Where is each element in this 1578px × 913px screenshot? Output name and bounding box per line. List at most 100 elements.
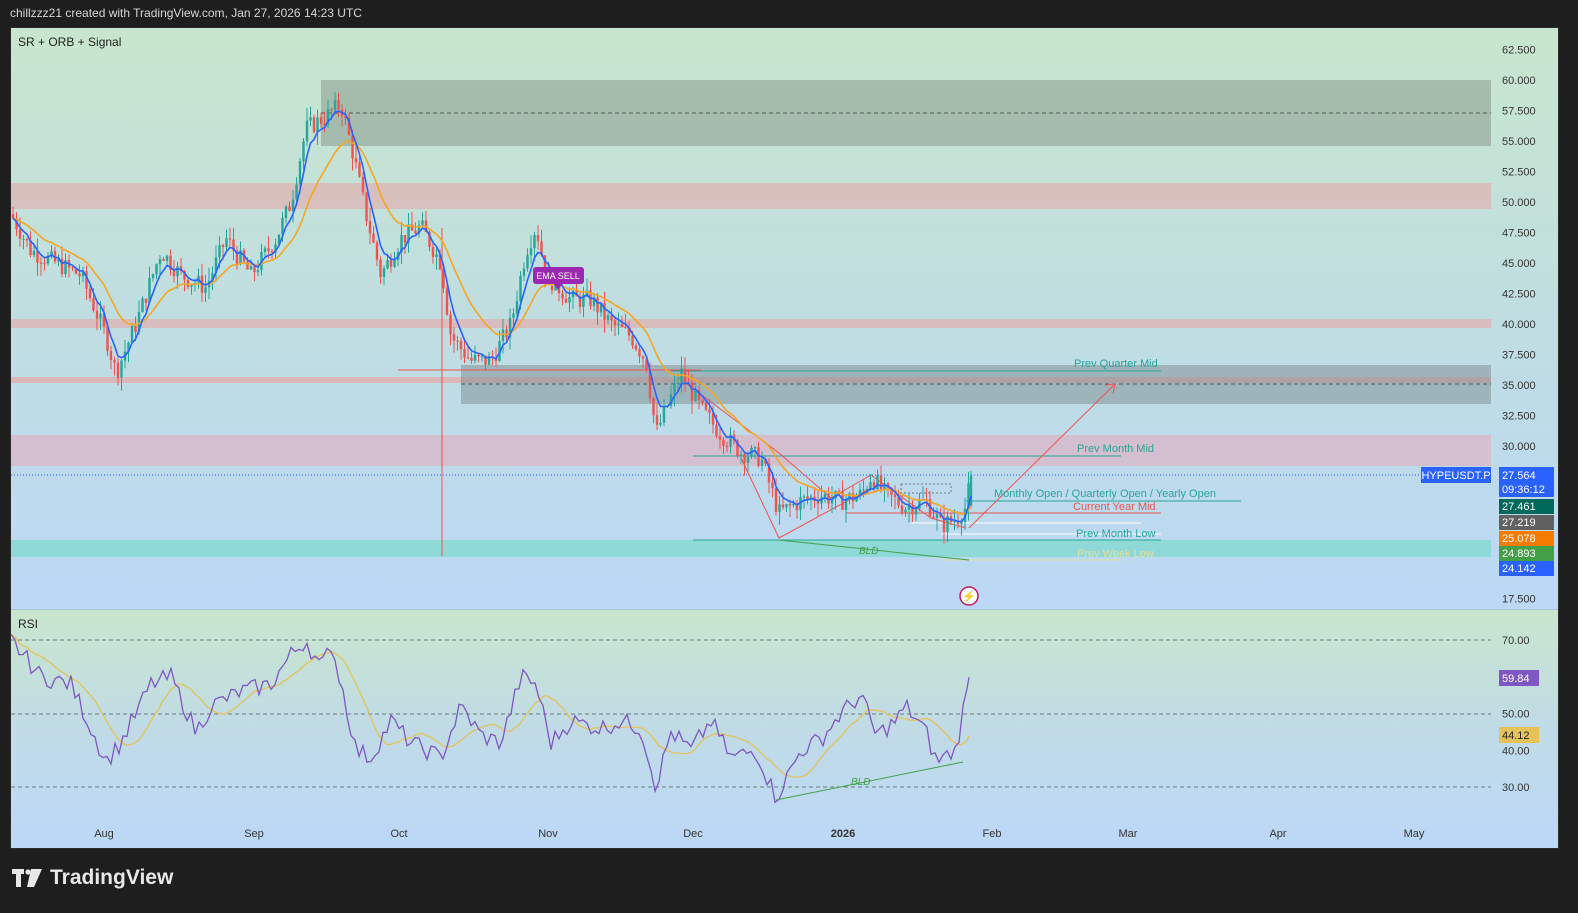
price-tick-label: 45.000 — [1502, 258, 1536, 270]
candle-body — [176, 266, 179, 277]
candle-body — [407, 224, 410, 243]
candle-body — [463, 349, 466, 358]
candle-body — [74, 268, 78, 274]
rsi-pane-background — [11, 610, 1558, 848]
candle-body — [386, 260, 389, 269]
candle-body — [249, 266, 253, 270]
label-current-year-mid: Current Year Mid — [1073, 501, 1156, 513]
candle-body — [288, 206, 291, 212]
price-tick-label: 17.500 — [1502, 594, 1536, 606]
candle-body — [263, 248, 267, 252]
candle-body — [239, 250, 242, 264]
candle-body — [778, 504, 781, 512]
candle-body — [428, 232, 431, 247]
candle-body — [361, 176, 365, 193]
candle-body — [641, 356, 645, 359]
candle-body — [739, 454, 743, 457]
candle-body — [291, 199, 295, 211]
candle-body — [298, 161, 302, 185]
candle-body — [911, 505, 914, 515]
candle-body — [127, 342, 130, 352]
price-tick-label: 42.500 — [1502, 289, 1536, 301]
candle-body — [767, 463, 771, 483]
price-axis[interactable]: 62.500 60.000 57.500 55.000 52.500 50.000 47.5… — [1502, 45, 1536, 606]
candle-body — [529, 248, 533, 256]
candle-body — [512, 313, 515, 318]
candle-body — [445, 288, 449, 315]
candle-body — [32, 251, 36, 256]
candle-body — [760, 459, 764, 466]
chart-frame[interactable]: EMA SELL Prev Quarter Mid Prev Month Mid… — [10, 27, 1559, 849]
rsi-label[interactable]: RSI — [18, 617, 38, 631]
candle-body — [151, 274, 155, 278]
indicator-name[interactable]: SR + ORB + Signal — [18, 35, 121, 49]
candle-body — [22, 238, 25, 240]
candle-body — [172, 270, 176, 277]
candle-body — [956, 521, 960, 524]
candle-body — [344, 115, 347, 118]
candle-body — [526, 255, 529, 269]
candle-body — [221, 244, 225, 248]
candle-body — [309, 117, 312, 121]
rsi-tick-label: 30.00 — [1502, 782, 1530, 794]
chart-attribution: chillzzz21 created with TradingView.com,… — [10, 6, 362, 20]
current-price-tag[interactable]: 27.564 09:36:12 — [1499, 467, 1554, 497]
candle-body — [613, 320, 617, 326]
candle-body — [904, 509, 907, 513]
time-tick-label: Oct — [390, 828, 407, 840]
candle-body — [46, 255, 50, 264]
candle-body — [953, 521, 956, 523]
candle-body — [410, 224, 414, 231]
candle-body — [277, 234, 281, 245]
candle-body — [918, 499, 921, 509]
candle-body — [134, 326, 137, 332]
candle-body — [564, 298, 568, 303]
candle-body — [228, 238, 232, 240]
candle-body — [109, 351, 113, 361]
candle-body — [764, 459, 767, 464]
candle-body — [218, 244, 221, 258]
candle-body — [942, 517, 946, 532]
time-tick-label: Aug — [94, 828, 114, 840]
candle-body — [487, 356, 491, 365]
candle-body — [907, 505, 911, 510]
ema-sell-badge[interactable] — [533, 267, 584, 284]
candle-body — [449, 314, 452, 335]
candle-body — [365, 192, 368, 222]
candle-body — [302, 141, 305, 162]
candle-body — [834, 490, 837, 499]
rsi-ma-tag: 44.12 — [1499, 727, 1539, 743]
chart-svg[interactable]: EMA SELL Prev Quarter Mid Prev Month Mid… — [11, 28, 1558, 848]
candle-body — [442, 269, 445, 289]
tradingview-logo[interactable]: TradingView — [12, 866, 173, 890]
rsi-tick-label: 70.00 — [1502, 635, 1530, 647]
zone-resistance-40 — [11, 319, 1491, 328]
price-tick-label: 62.500 — [1502, 45, 1536, 57]
candle-body — [319, 117, 323, 124]
candle-body — [946, 516, 949, 532]
candle-body — [414, 230, 417, 234]
candle-body — [57, 258, 60, 262]
candle-body — [99, 313, 102, 319]
symbol-tag[interactable]: HYPEUSDT.P — [1421, 467, 1491, 483]
label-prev-month-low: Prev Month Low — [1076, 528, 1156, 540]
candle-body — [120, 360, 123, 378]
ema-fast-line — [12, 110, 972, 523]
candle-body — [883, 483, 886, 490]
time-axis[interactable]: Aug Sep Oct Nov Dec 2026 Feb Mar Apr May — [94, 828, 1425, 840]
candle-body — [253, 266, 256, 273]
flash-icon[interactable] — [959, 586, 979, 606]
price-tag-value: 27.461 — [1502, 501, 1536, 513]
candle-body — [267, 248, 270, 252]
candle-body — [519, 275, 522, 302]
candle-body — [662, 406, 666, 423]
candle-body — [645, 358, 648, 371]
candle-body — [158, 259, 162, 265]
ema-slow-line — [12, 140, 972, 515]
rsi-axis[interactable]: 70.00 50.00 40.00 30.00 — [1502, 635, 1530, 794]
price-tag-value: 24.893 — [1502, 548, 1536, 560]
candle-body — [872, 482, 876, 490]
candle-body — [603, 303, 606, 320]
candle-body — [148, 278, 151, 303]
candle-body — [543, 255, 547, 278]
